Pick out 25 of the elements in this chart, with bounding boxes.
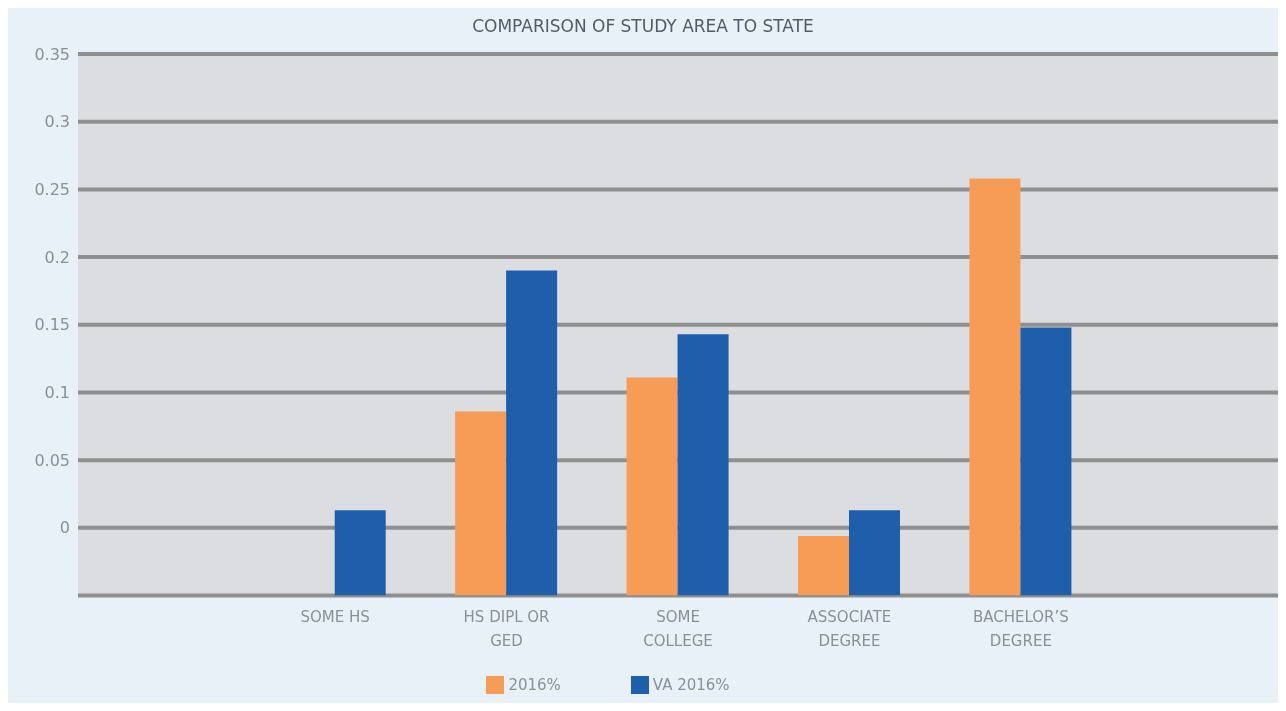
x-tick-label: SOME HS xyxy=(300,607,370,626)
y-tick-label: 0.2 xyxy=(44,247,70,267)
x-tick-label: HS DIPL OR GED xyxy=(463,607,550,650)
x-tick-label: SOME COLLEGE xyxy=(643,607,713,650)
bar xyxy=(506,270,558,596)
y-tick-label: 0.25 xyxy=(34,180,70,200)
bar xyxy=(455,411,507,596)
y-tick-label: 0.15 xyxy=(34,315,70,335)
y-tick-label: 0.1 xyxy=(44,383,70,403)
bar xyxy=(677,334,729,596)
bar xyxy=(849,510,900,596)
bar xyxy=(1020,327,1072,596)
legend-label: VA 2016% xyxy=(652,675,730,694)
legend-label: 2016% xyxy=(508,675,561,694)
bar xyxy=(334,510,386,596)
x-tick-label: BACHELOR’S DEGREE xyxy=(972,607,1069,650)
bar xyxy=(969,178,1021,596)
x-tick-label: ASSOCIATE DEGREE xyxy=(807,607,892,650)
bar xyxy=(626,377,678,596)
bar xyxy=(798,535,849,596)
y-tick-label: 0.05 xyxy=(34,450,70,470)
y-tick-label: 0 xyxy=(59,518,70,538)
y-tick-label: 0.3 xyxy=(44,112,70,132)
chart-title: COMPARISON OF STUDY AREA TO STATE xyxy=(471,15,815,38)
y-tick-label: 0.35 xyxy=(34,44,70,64)
